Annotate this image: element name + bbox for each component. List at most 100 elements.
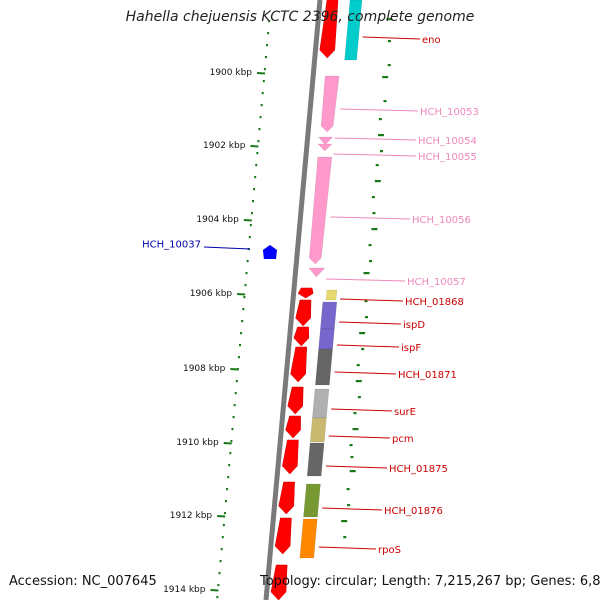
forward-strand-genes (262, 0, 363, 559)
gene-sure-label: surE (394, 407, 416, 418)
tick-mark (223, 442, 232, 445)
gene-rpos-shape (299, 518, 318, 559)
tick-label: 1904 kbp (196, 215, 239, 225)
gene-ispd-label: ispD (403, 320, 425, 331)
genome-backbone (263, 0, 323, 600)
tick-label: 1914 kbp (163, 585, 206, 595)
gene-hch_10057-shape (308, 267, 326, 278)
tick-label: 1908 kbp (183, 364, 226, 374)
reverse-gene-arrow (319, 0, 339, 59)
gc-dot (380, 150, 383, 153)
tick-mark (256, 72, 266, 75)
gc-dot (369, 260, 373, 263)
scale-dot (220, 548, 223, 551)
callout-line (334, 137, 417, 141)
gc-dot (353, 412, 357, 415)
reverse-gene-arrow (293, 326, 310, 347)
gc-dot (346, 488, 350, 491)
gene-hch_10037-shape (262, 244, 278, 260)
scale-dot (242, 308, 245, 311)
scale-dot (228, 464, 231, 467)
gene-hch_01875-label: HCH_01875 (389, 464, 448, 475)
gene-hch_01868-shape (325, 289, 338, 301)
scale-dot (266, 44, 269, 47)
gene-labels: eno HCH_10053 HCH_10054 HCH_10055 HCH_10056 H… (142, 35, 479, 556)
scale-dot (235, 380, 238, 383)
callout-line (334, 371, 397, 375)
reverse-gene-arrow (290, 346, 308, 383)
scale-dot (227, 476, 230, 479)
gc-dot (377, 134, 384, 137)
scale-dot (231, 428, 234, 431)
callout-line (336, 344, 400, 348)
gene-hch_01871-shape (315, 348, 333, 386)
gc-dot (368, 244, 372, 247)
scale-dot (252, 200, 254, 203)
gc-dot (387, 40, 391, 43)
callout-line (328, 435, 391, 439)
gc-dot (378, 118, 382, 121)
gene-hch_10055-shape (317, 143, 333, 152)
tick-label: 1910 kbp (176, 438, 219, 448)
reverse-gene-arrow (278, 481, 295, 515)
scale-dot (259, 116, 262, 119)
callout-line (340, 108, 419, 112)
reverse-gene-arrow (287, 386, 304, 415)
gc-dot (371, 196, 375, 199)
gene-hch_10037-label: HCH_10037 (142, 240, 201, 251)
reverse-gene-arrow (282, 439, 299, 475)
gene-hch_10056-shape (308, 156, 333, 265)
gc-dot (365, 316, 369, 319)
scale-dot (229, 452, 232, 455)
gc-dot (352, 428, 359, 431)
scale-dot (223, 512, 226, 515)
gc-dot (383, 100, 387, 103)
gc-dot (355, 380, 362, 383)
gc-dot (363, 272, 370, 275)
gc-dot (350, 456, 354, 459)
reverse-strand-genes (270, 0, 339, 600)
scale-dot (217, 584, 220, 587)
scale-dot (230, 440, 233, 443)
scale-dot (222, 524, 225, 527)
reverse-gene-arrow (274, 517, 292, 555)
callout-line (318, 546, 377, 550)
gene-sure-shape (312, 388, 330, 419)
map-title: Hahella chejuensis KCTC 2396, complete g… (125, 9, 475, 25)
topology-text: Topology: circular; Length: 7,215,267 bp… (260, 574, 600, 589)
accession-text: Accession: NC_007645 (9, 574, 157, 589)
gene-hch_10054-shape (318, 136, 334, 146)
gene-hch_01876-shape (303, 483, 321, 518)
callout-line (331, 408, 393, 412)
kbp-scale-ticks: 1900 kbp 1902 kbp 1904 kbp 1906 kbp 1908 kbp… (163, 68, 266, 595)
gc-dot (343, 536, 347, 539)
scale-dot (245, 272, 248, 275)
scale-dot (254, 176, 257, 179)
callout-line (325, 278, 406, 282)
scale-dot (221, 536, 224, 539)
scale-dot (263, 68, 266, 71)
scale-dot (257, 140, 260, 143)
scale-dot (255, 164, 258, 167)
gc-dot (387, 64, 391, 67)
gene-hch_10054-label: HCH_10054 (418, 136, 477, 147)
gene-hch_10056-label: HCH_10056 (412, 215, 471, 226)
scale-dot (243, 296, 246, 299)
gene-hch_01875-shape (306, 442, 325, 477)
tick-mark (217, 515, 226, 518)
scale-dot (226, 488, 229, 491)
scale-dot (267, 32, 270, 35)
gc-dot (341, 520, 348, 523)
gene-ispd-shape (320, 301, 338, 330)
tick-label: 1902 kbp (203, 141, 246, 151)
scale-dot (264, 56, 267, 59)
gene-eno-label: eno (422, 35, 441, 46)
reverse-gene-arrow (285, 415, 301, 439)
gene-ispf-shape (318, 328, 335, 350)
tick-mark (210, 589, 219, 592)
scale-dot (225, 500, 227, 503)
gene-hch_01876-label: HCH_01876 (384, 506, 443, 517)
callout-line (203, 246, 251, 250)
gc-dot (359, 332, 366, 335)
